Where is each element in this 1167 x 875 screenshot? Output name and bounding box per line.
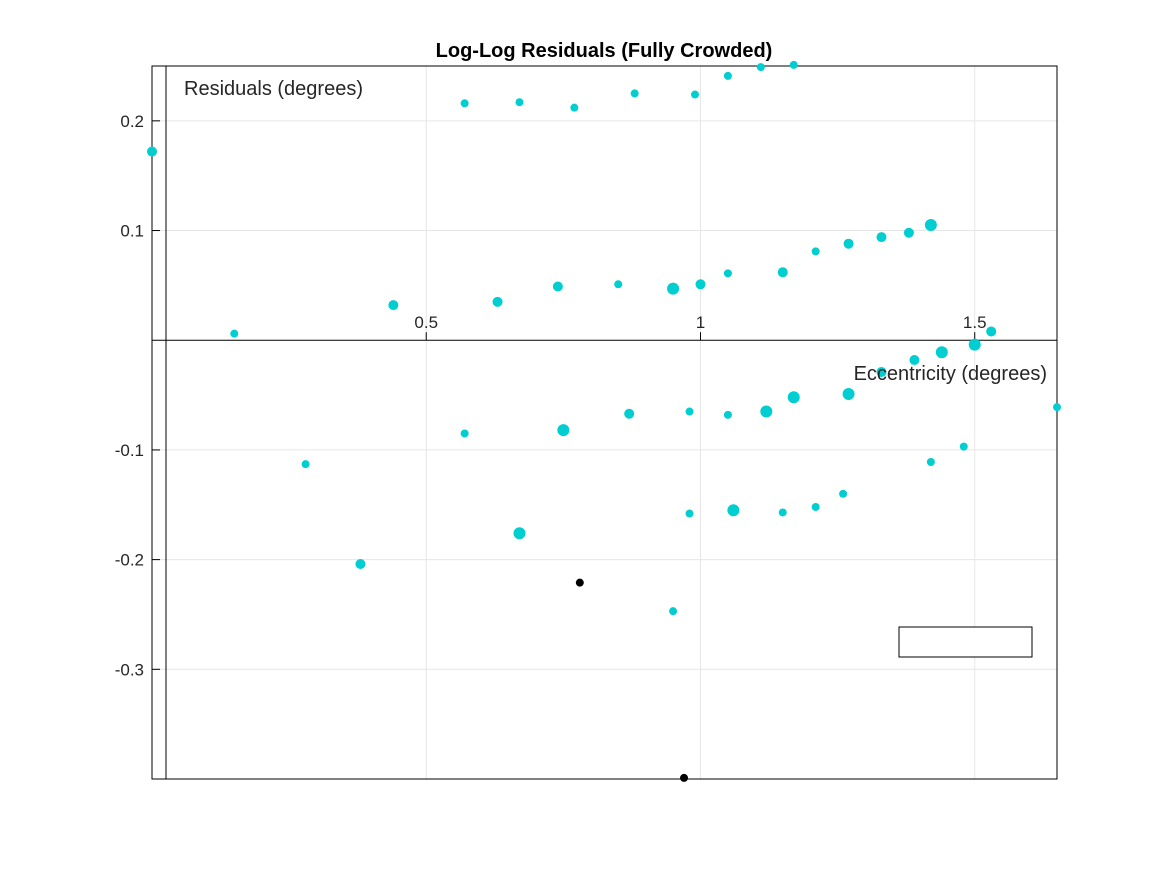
data-point bbox=[756, 63, 765, 72]
data-point bbox=[513, 527, 526, 540]
data-point bbox=[986, 326, 997, 337]
x-tick-label: 1 bbox=[696, 313, 705, 332]
data-point bbox=[230, 329, 239, 338]
data-point bbox=[778, 508, 787, 517]
data-point bbox=[876, 367, 887, 378]
legend-box bbox=[898, 626, 1033, 658]
y-tick-label: -0.3 bbox=[115, 660, 144, 679]
x-tick-label: 0.5 bbox=[414, 313, 438, 332]
data-point bbox=[1053, 403, 1061, 412]
data-point bbox=[968, 338, 981, 351]
data-point bbox=[959, 442, 968, 451]
data-point bbox=[842, 387, 855, 400]
chart-title: Log-Log Residuals (Fully Crowded) bbox=[436, 40, 773, 62]
data-point bbox=[723, 410, 732, 419]
highlight-point bbox=[680, 773, 689, 782]
data-point bbox=[685, 509, 694, 518]
data-point bbox=[876, 232, 887, 243]
data-points bbox=[147, 60, 1061, 782]
y-tick-label: 0.1 bbox=[120, 222, 144, 241]
x-axis-label: Eccentricity (degrees) bbox=[854, 363, 1047, 385]
grid bbox=[152, 66, 1057, 779]
data-point bbox=[727, 504, 740, 517]
y-axis-label: Residuals (degrees) bbox=[184, 78, 363, 100]
ticks: 0.5 1 1.5 -0.3 -0.2 -0.1 0.1 0.2 bbox=[115, 112, 987, 679]
data-point bbox=[926, 457, 935, 466]
data-point bbox=[924, 219, 937, 232]
data-point bbox=[552, 281, 563, 292]
data-point bbox=[695, 279, 706, 290]
data-point bbox=[811, 247, 820, 256]
data-point bbox=[667, 282, 680, 295]
data-point bbox=[492, 296, 503, 307]
data-point bbox=[570, 103, 579, 112]
data-point bbox=[691, 90, 699, 99]
data-point bbox=[723, 269, 732, 278]
data-point bbox=[843, 238, 854, 249]
data-point bbox=[787, 391, 800, 404]
data-point bbox=[669, 607, 678, 616]
data-point bbox=[789, 60, 798, 69]
data-point bbox=[557, 424, 570, 437]
data-point bbox=[460, 429, 469, 438]
data-point bbox=[777, 267, 788, 278]
data-point bbox=[903, 227, 914, 238]
data-point bbox=[909, 354, 920, 365]
data-point bbox=[460, 99, 469, 108]
data-point bbox=[935, 346, 948, 359]
y-tick-label: -0.2 bbox=[115, 551, 144, 570]
highlight-point bbox=[575, 578, 584, 587]
data-point bbox=[388, 300, 399, 311]
data-point bbox=[147, 146, 157, 157]
data-point bbox=[811, 502, 820, 511]
plot-box bbox=[151, 65, 1058, 780]
data-point bbox=[630, 89, 639, 98]
data-point bbox=[515, 98, 524, 107]
data-point bbox=[685, 407, 694, 416]
data-point bbox=[301, 460, 310, 469]
y-tick-label: 0.2 bbox=[120, 112, 144, 131]
data-point bbox=[614, 280, 623, 289]
y-tick-label: -0.1 bbox=[115, 441, 144, 460]
data-point bbox=[355, 559, 366, 570]
data-point bbox=[760, 405, 773, 418]
data-point bbox=[839, 489, 848, 498]
x-tick-label: 1.5 bbox=[963, 313, 987, 332]
data-point bbox=[624, 408, 635, 419]
data-point bbox=[723, 71, 732, 80]
